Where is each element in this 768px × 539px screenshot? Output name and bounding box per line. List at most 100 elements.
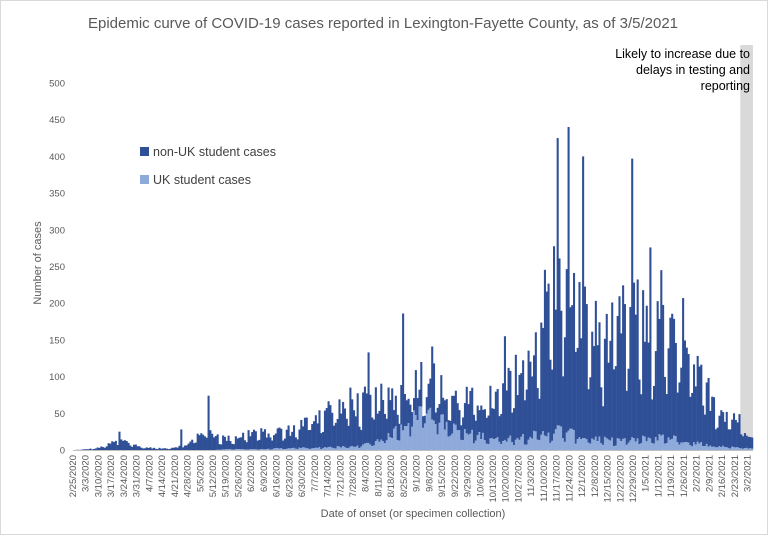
bar-uk bbox=[500, 444, 502, 450]
bar-uk bbox=[553, 434, 555, 450]
bar-non-uk bbox=[244, 440, 246, 449]
bar-uk bbox=[697, 442, 699, 450]
bar-uk bbox=[742, 449, 744, 450]
bar-uk bbox=[293, 448, 295, 450]
bar-uk bbox=[311, 448, 313, 450]
bar-uk bbox=[695, 445, 697, 450]
bar-non-uk bbox=[308, 430, 310, 448]
bar-uk bbox=[717, 447, 719, 450]
bar-non-uk bbox=[438, 404, 440, 423]
bar-uk bbox=[571, 429, 573, 450]
y-tick-label: 150 bbox=[49, 335, 65, 346]
bar-non-uk bbox=[297, 439, 299, 449]
bar-non-uk bbox=[429, 379, 431, 408]
bar-uk bbox=[238, 449, 240, 450]
bar-uk bbox=[728, 448, 730, 450]
bar-non-uk bbox=[173, 448, 175, 450]
bar-non-uk bbox=[366, 393, 368, 442]
bar-uk bbox=[729, 449, 731, 450]
bar-non-uk bbox=[686, 348, 688, 442]
bar-uk bbox=[351, 446, 353, 450]
bar-non-uk bbox=[155, 449, 157, 450]
bar-non-uk bbox=[468, 404, 470, 434]
bar-uk bbox=[651, 443, 653, 450]
bar-non-uk bbox=[691, 393, 693, 446]
bar-uk bbox=[664, 444, 666, 450]
bar-uk bbox=[469, 434, 471, 450]
bar-uk bbox=[377, 439, 379, 450]
bar-non-uk bbox=[748, 437, 750, 449]
bar-non-uk bbox=[577, 348, 579, 439]
bar-non-uk bbox=[664, 377, 666, 444]
x-tick-label: 4/28/2020 bbox=[183, 455, 194, 497]
bar-non-uk bbox=[97, 448, 99, 450]
bar-uk bbox=[626, 445, 628, 450]
bar-uk bbox=[448, 437, 450, 450]
bar-non-uk bbox=[724, 422, 726, 447]
bar-uk bbox=[309, 449, 311, 450]
bar-non-uk bbox=[673, 319, 675, 436]
bar-non-uk bbox=[688, 354, 690, 443]
bar-non-uk bbox=[635, 315, 637, 442]
bar-non-uk bbox=[486, 418, 488, 444]
bar-uk bbox=[655, 437, 657, 450]
x-tick-label: 7/7/2020 bbox=[310, 455, 321, 492]
bar-non-uk bbox=[440, 375, 442, 415]
legend-swatch-uk bbox=[140, 175, 149, 184]
x-tick-label: 12/15/2020 bbox=[603, 455, 614, 503]
bar-uk bbox=[397, 440, 399, 450]
bar-uk bbox=[511, 442, 513, 450]
bar-uk bbox=[706, 444, 708, 450]
bar-uk bbox=[266, 449, 268, 450]
shaded-region-rect bbox=[740, 45, 753, 450]
x-tick-label: 2/9/2021 bbox=[704, 455, 715, 492]
bar-non-uk bbox=[397, 415, 399, 440]
bar-non-uk bbox=[537, 388, 539, 440]
bar-non-uk bbox=[300, 420, 302, 448]
bar-uk bbox=[584, 438, 586, 450]
bar-non-uk bbox=[513, 408, 515, 445]
bar-non-uk bbox=[271, 441, 273, 450]
bar-non-uk bbox=[391, 388, 393, 438]
bar-non-uk bbox=[149, 447, 151, 450]
bar-uk bbox=[751, 449, 753, 450]
bar-non-uk bbox=[640, 394, 642, 443]
bar-non-uk bbox=[108, 443, 110, 450]
bar-uk bbox=[337, 446, 339, 450]
bar-non-uk bbox=[608, 363, 610, 440]
bar-non-uk bbox=[693, 364, 695, 442]
bar-non-uk bbox=[560, 311, 562, 427]
bar-uk bbox=[342, 446, 344, 450]
bar-non-uk bbox=[395, 396, 397, 427]
bar-non-uk bbox=[500, 414, 502, 444]
bar-uk bbox=[613, 446, 615, 450]
bar-non-uk bbox=[478, 410, 480, 432]
bar-non-uk bbox=[660, 270, 662, 436]
bar-uk bbox=[433, 420, 435, 450]
bar-uk bbox=[409, 436, 411, 450]
bar-non-uk bbox=[302, 426, 304, 447]
bar-uk bbox=[724, 447, 726, 450]
bar-uk bbox=[389, 437, 391, 450]
bar-uk bbox=[535, 431, 537, 450]
bar-uk bbox=[502, 441, 504, 450]
bar-non-uk bbox=[413, 398, 415, 410]
bar-non-uk bbox=[346, 419, 348, 448]
bar-uk bbox=[248, 449, 250, 450]
bar-non-uk bbox=[562, 376, 564, 438]
bar-uk bbox=[480, 439, 482, 450]
bar-uk bbox=[549, 443, 551, 450]
bar-uk bbox=[275, 448, 277, 450]
bar-uk bbox=[446, 422, 448, 450]
bar-non-uk bbox=[744, 433, 746, 448]
bar-non-uk bbox=[217, 434, 219, 449]
bar-uk bbox=[260, 449, 262, 450]
bar-uk bbox=[384, 443, 386, 450]
bar-non-uk bbox=[624, 304, 626, 438]
bar-uk bbox=[353, 447, 355, 450]
bar-non-uk bbox=[404, 394, 406, 426]
bar-uk bbox=[684, 442, 686, 450]
bar-uk bbox=[231, 449, 233, 450]
y-tick-label: 300 bbox=[49, 225, 65, 236]
